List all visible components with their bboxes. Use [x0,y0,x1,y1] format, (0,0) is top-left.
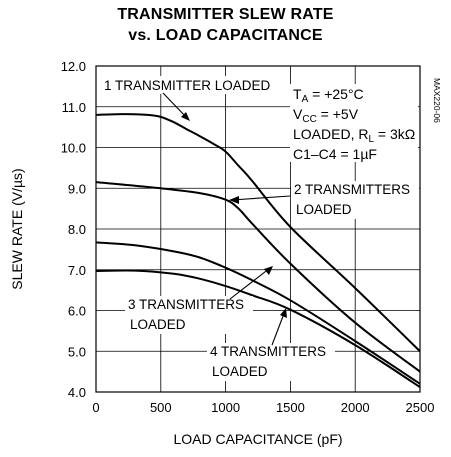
condition-vcc: VCC = +5V [293,106,359,125]
y-tick-label: 4.0 [68,385,86,400]
arrow-3-head [264,266,273,275]
plot-frame [95,65,421,393]
y-tick-label: 11.0 [62,100,86,115]
figure-code: MAX220-06 [432,78,442,123]
chart-title: TRANSMITTER SLEW RATE [117,6,334,23]
arrow-2-head [229,196,239,204]
y-axis-label: SLEW RATE (V/µs) [9,168,25,289]
x-tick-label: 2000 [341,400,370,415]
arrow-3-line [229,267,271,300]
label-bg-3 [125,296,253,334]
tick-labels: 0 500 1000 1500 2000 2500 4.0 5.0 6.0 7.0 8.0 9.0 10… [61,59,435,415]
y-tick-label: 7.0 [68,263,86,278]
label-3-transmitters-line1: 3 TRANSMITTERS [128,297,244,312]
series-line-4 [95,269,421,388]
y-tick-label: 8.0 [68,222,86,237]
arrow-4-head [280,308,287,318]
conditions-bg [290,84,418,162]
label-4-transmitters-line2: LOADED [212,364,268,379]
y-tick-label: 5.0 [68,344,86,359]
y-tick-label: 12.0 [61,59,86,74]
x-tick-label: 500 [150,400,172,415]
arrow-1-head [181,112,190,121]
label-bg-1 [102,76,274,94]
label-bg-2 [291,181,419,219]
series-line-3 [95,241,421,385]
label-2-transmitters-line1: 2 TRANSMITTERS [294,182,410,197]
label-4-transmitters-line1: 4 TRANSMITTERS [210,344,326,359]
series-line-2 [95,181,421,373]
condition-load: LOADED, RL = 3kΩ [293,126,415,145]
y-tick-label: 9.0 [68,181,86,196]
arrow-4-line [271,310,286,346]
arrow-2-line [231,195,291,201]
label-2-transmitters-line2: LOADED [296,202,352,217]
y-tick-label: 6.0 [68,304,86,319]
series-lines [95,113,421,388]
condition-ta: TA = +25°C [293,86,364,105]
x-tick-label: 2500 [406,400,435,415]
x-axis-label: LOAD CAPACITANCE (pF) [173,431,342,447]
series-line-1 [95,113,421,353]
label-bg-4 [207,343,335,381]
x-tick-label: 1000 [211,400,240,415]
x-tick-label: 1500 [276,400,305,415]
label-3-transmitters-line2: LOADED [130,317,186,332]
condition-capacitors: C1–C4 = 1µF [293,146,377,162]
y-tick-label: 10.0 [61,141,86,156]
chart-subtitle: vs. LOAD CAPACITANCE [128,27,323,44]
label-1-transmitter: 1 TRANSMITTER LOADED [104,78,271,93]
x-tick-label: 0 [92,400,99,415]
arrow-heads [181,112,287,318]
